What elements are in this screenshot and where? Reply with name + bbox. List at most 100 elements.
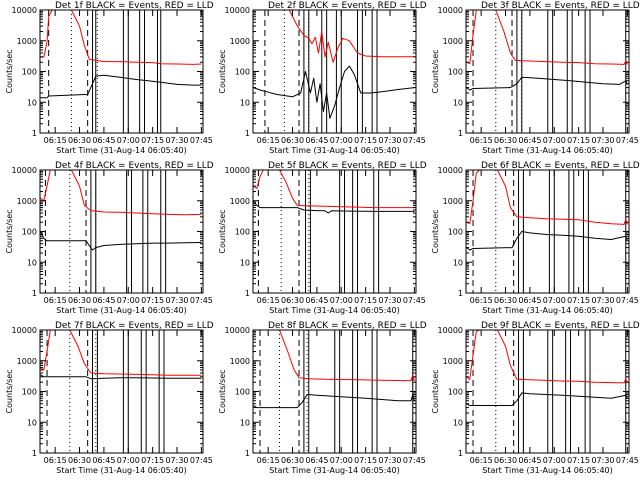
- plot-frame: [39, 9, 204, 134]
- y-axis-label: Counts/sec: [218, 369, 227, 413]
- x-tick-label: 07:30: [591, 456, 614, 465]
- x-tick-label: 06:30: [281, 456, 304, 465]
- y-tick-label: 100: [448, 68, 463, 77]
- x-tick-label: 07:45: [616, 136, 639, 145]
- y-axis-label: Counts/sec: [431, 209, 440, 253]
- x-axis-label: Start Time (31-Aug-14 06:05:40): [269, 146, 400, 155]
- y-tick-label: 10: [27, 418, 37, 427]
- y-tick-label: 10000: [438, 6, 463, 15]
- x-tick-label: 07:45: [403, 136, 426, 145]
- x-tick-label: 07:00: [117, 296, 140, 305]
- plot-frame: [252, 169, 417, 294]
- y-tick-label: 10000: [12, 326, 37, 335]
- y-tick-label: 10000: [225, 326, 250, 335]
- x-tick-label: 07:00: [543, 136, 566, 145]
- panel-title: Det 6f BLACK = Events, RED = LLD: [481, 161, 640, 171]
- y-tick-label: 1: [245, 449, 250, 458]
- x-tick-label: 06:45: [518, 456, 541, 465]
- y-tick-label: 1000: [230, 357, 250, 366]
- x-axis-label: Start Time (31-Aug-14 06:05:40): [56, 466, 187, 475]
- lld-series-line: [40, 9, 202, 65]
- y-tick-label: 100: [235, 228, 250, 237]
- x-tick-label: 07:15: [567, 136, 590, 145]
- y-tick-label: 1: [32, 129, 37, 138]
- x-axis-label: Start Time (31-Aug-14 06:05:40): [56, 146, 187, 155]
- x-tick-label: 07:15: [567, 296, 590, 305]
- x-tick-label: 07:45: [616, 456, 639, 465]
- events-series-line: [40, 74, 202, 99]
- y-tick-label: 100: [448, 228, 463, 237]
- panel-title: Det 8f BLACK = Events, RED = LLD: [268, 321, 427, 331]
- x-tick-label: 06:15: [44, 296, 67, 305]
- x-tick-label: 07:00: [330, 456, 353, 465]
- detector-panel-8: Det 8f BLACK = Events, RED = LLD 1 10 100 10…: [218, 321, 427, 475]
- y-tick-label: 10: [453, 98, 463, 107]
- x-tick-label: 06:15: [470, 456, 493, 465]
- y-tick-label: 10000: [438, 326, 463, 335]
- x-tick-label: 07:45: [190, 136, 213, 145]
- x-tick-label: 07:45: [190, 456, 213, 465]
- panel-title: Det 2f BLACK = Events, RED = LLD: [268, 1, 427, 11]
- x-tick-label: 06:15: [257, 296, 280, 305]
- events-series-line: [253, 200, 415, 214]
- y-tick-label: 10000: [12, 6, 37, 15]
- y-axis-label: Counts/sec: [5, 49, 14, 93]
- y-tick-label: 1: [32, 289, 37, 298]
- x-tick-label: 07:00: [330, 136, 353, 145]
- events-series-line: [253, 394, 415, 409]
- y-axis-label: Counts/sec: [218, 49, 227, 93]
- events-series-line: [40, 231, 202, 251]
- y-tick-label: 10000: [225, 6, 250, 15]
- x-tick-label: 06:30: [494, 296, 517, 305]
- detector-panel-3: Det 3f BLACK = Events, RED = LLD 1 10 100 10…: [431, 1, 640, 155]
- plot-frame: [39, 169, 204, 294]
- y-tick-label: 1: [458, 129, 463, 138]
- x-axis-label: Start Time (31-Aug-14 06:05:40): [56, 306, 187, 315]
- x-tick-label: 06:45: [305, 296, 328, 305]
- y-axis-label: Counts/sec: [5, 209, 14, 253]
- x-tick-label: 06:45: [305, 136, 328, 145]
- events-series-line: [466, 76, 628, 91]
- lld-series-line: [253, 329, 415, 382]
- x-tick-label: 06:30: [494, 136, 517, 145]
- plot-frame: [39, 329, 204, 454]
- y-tick-label: 10: [240, 418, 250, 427]
- x-tick-label: 07:45: [616, 296, 639, 305]
- x-tick-label: 07:00: [330, 296, 353, 305]
- detector-panel-9: Det 9f BLACK = Events, RED = LLD 1 10 100 10…: [431, 321, 640, 475]
- x-tick-label: 07:30: [378, 136, 401, 145]
- x-tick-label: 07:15: [141, 296, 164, 305]
- lld-series-line: [40, 169, 202, 216]
- events-series-line: [466, 392, 628, 406]
- x-tick-label: 06:30: [68, 296, 91, 305]
- x-tick-label: 07:30: [378, 296, 401, 305]
- panel-title: Det 9f BLACK = Events, RED = LLD: [481, 321, 640, 331]
- x-tick-label: 06:45: [92, 296, 115, 305]
- x-tick-label: 06:45: [92, 456, 115, 465]
- y-tick-label: 100: [235, 68, 250, 77]
- y-tick-label: 100: [448, 388, 463, 397]
- x-tick-label: 06:15: [257, 456, 280, 465]
- x-tick-label: 06:30: [281, 296, 304, 305]
- x-tick-label: 07:15: [354, 456, 377, 465]
- y-axis-label: Counts/sec: [5, 369, 14, 413]
- x-tick-label: 07:45: [190, 296, 213, 305]
- y-tick-label: 1: [458, 449, 463, 458]
- x-tick-label: 07:15: [354, 136, 377, 145]
- lld-series-line: [466, 9, 628, 65]
- y-tick-label: 1: [32, 449, 37, 458]
- x-axis-label: Start Time (31-Aug-14 06:05:40): [482, 306, 613, 315]
- panel-title: Det 4f BLACK = Events, RED = LLD: [55, 161, 214, 171]
- x-tick-label: 07:30: [165, 456, 188, 465]
- events-series-line: [466, 231, 628, 251]
- x-tick-label: 07:15: [567, 456, 590, 465]
- x-tick-label: 06:45: [305, 456, 328, 465]
- y-tick-label: 10000: [225, 166, 250, 175]
- x-tick-label: 06:30: [68, 136, 91, 145]
- y-tick-label: 100: [235, 388, 250, 397]
- detector-panel-5: Det 5f BLACK = Events, RED = LLD 1 10 100 10…: [218, 161, 427, 315]
- lld-series-line: [466, 329, 628, 384]
- lld-series-line: [466, 169, 628, 225]
- y-tick-label: 10: [240, 258, 250, 267]
